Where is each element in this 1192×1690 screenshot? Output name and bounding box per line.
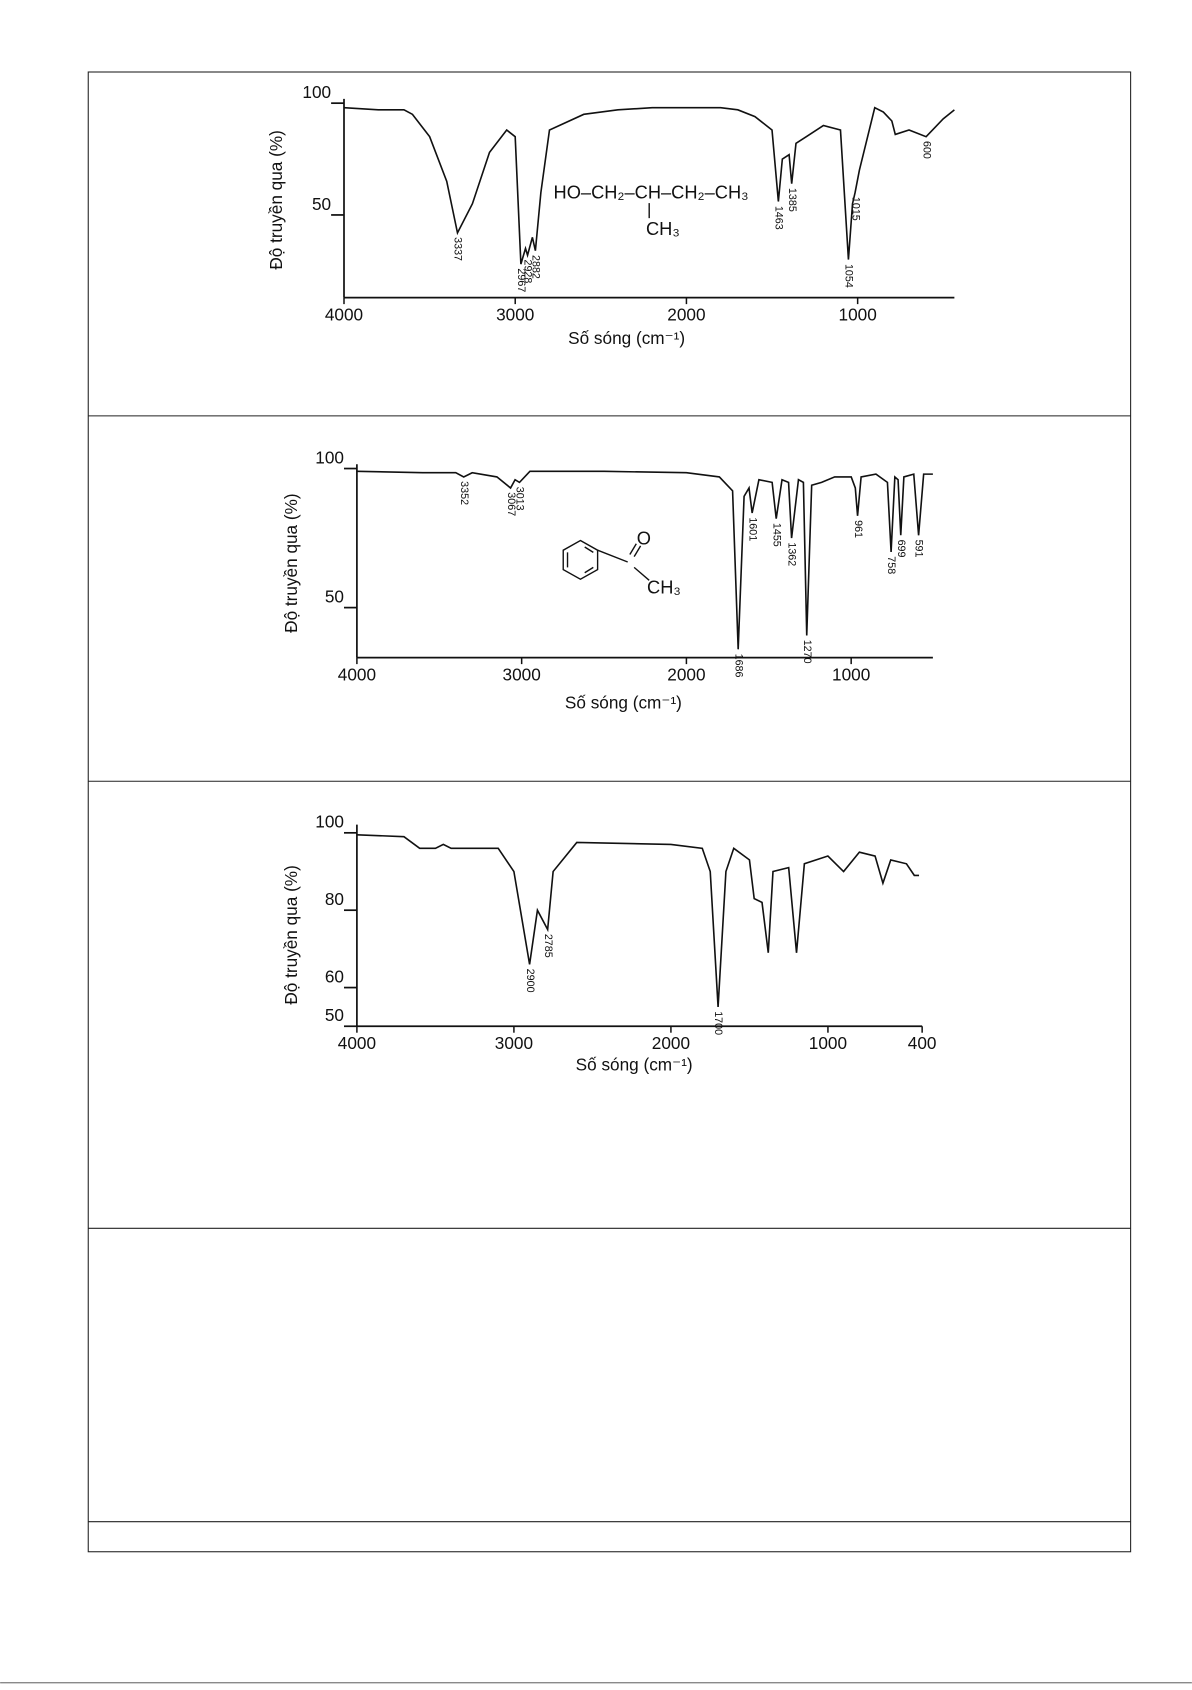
y-axis-label: Độ truyền qua (%): [281, 865, 301, 1004]
y-axis-label: Độ truyền qua (%): [266, 130, 286, 269]
peak-label: 961: [852, 520, 864, 538]
molecule-label: O: [637, 527, 651, 548]
peak-label: 699: [895, 540, 907, 558]
x-tick-label: 1000: [839, 304, 877, 324]
y-axis-label: Độ truyền qua (%): [281, 493, 301, 632]
y-tick-label: 50: [325, 586, 344, 606]
spectrum-line: [356, 833, 920, 1007]
x-tick-label: 2000: [667, 304, 705, 324]
peak-label: 1054: [843, 264, 855, 288]
x-tick-label: 1000: [809, 1033, 847, 1053]
spectrum-line: [356, 470, 933, 650]
x-tick-label: 2000: [667, 664, 705, 684]
peak-label: 2882: [530, 255, 542, 279]
x-tick-label: 1000: [832, 664, 870, 684]
peak-label: 1362: [786, 542, 798, 566]
x-axis-label: Số sóng (cm⁻¹): [565, 692, 682, 712]
x-tick-label: 4000: [325, 304, 363, 324]
x-tick-label: 4000: [338, 1033, 376, 1053]
molecule-label: CH₃: [646, 218, 680, 239]
peak-label: 1270: [801, 640, 813, 664]
molecule-label: CH₃: [647, 577, 681, 598]
peak-label: 1455: [770, 523, 782, 547]
peak-label: 1700: [712, 1011, 724, 1035]
peak-label: 600: [920, 141, 932, 159]
x-tick-label: 3000: [503, 664, 541, 684]
x-axis-label: Số sóng (cm⁻¹): [568, 328, 685, 348]
peak-label: 758: [885, 556, 897, 574]
peak-label: 1015: [849, 197, 861, 221]
y-tick-label: 60: [325, 966, 344, 986]
y-tick-label: 100: [315, 447, 344, 467]
peak-label: 3337: [452, 237, 464, 261]
spectrum-line: [343, 106, 955, 265]
peak-label: 1385: [786, 188, 798, 212]
x-tick-label: 3000: [495, 1033, 533, 1053]
y-tick-label: 100: [302, 82, 331, 102]
y-tick-label: 50: [325, 1005, 344, 1025]
molecule-bonds: [562, 203, 650, 581]
y-tick-label: 100: [315, 812, 344, 832]
peak-label: 3352: [458, 481, 470, 505]
table-frame: [87, 71, 1132, 1553]
peak-label: 2785: [542, 934, 554, 958]
x-tick-label: 4000: [338, 664, 376, 684]
y-tick-label: 80: [325, 889, 344, 909]
x-tick-label: 2000: [652, 1033, 690, 1053]
peak-label: 3013: [514, 487, 526, 511]
peak-label: 1463: [773, 206, 785, 230]
peak-label: 2900: [524, 969, 536, 993]
peak-label: 1686: [732, 654, 744, 678]
y-tick-label: 50: [312, 194, 331, 214]
peak-label: 1601: [746, 517, 758, 541]
x-tick-label: 3000: [496, 304, 534, 324]
x-axis-label: Số sóng (cm⁻¹): [576, 1055, 693, 1075]
peak-label: 591: [913, 540, 925, 558]
peak-label: 3067: [505, 492, 517, 516]
peak-label: 2967: [515, 268, 527, 292]
peak-label: 2928: [522, 259, 534, 283]
x-tick-label: 400: [908, 1033, 937, 1053]
molecule-label: HO–CH₂–CH–CH₂–CH₃: [554, 181, 749, 202]
